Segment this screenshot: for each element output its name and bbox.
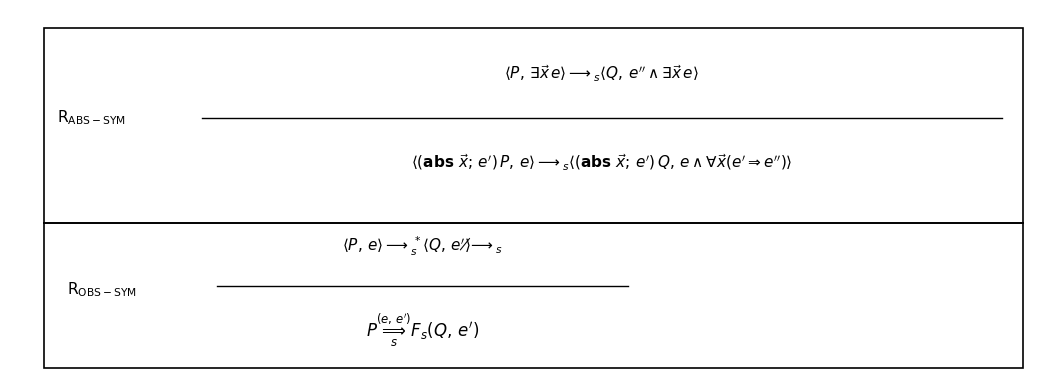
Text: $P \underset{\,s}{\overset{(e,\,e')}{\Longrightarrow}} F_s(Q,\, e')$: $P \underset{\,s}{\overset{(e,\,e')}{\Lo… [366, 311, 479, 349]
Text: R$_{\mathrm{ABS-SYM}}$: R$_{\mathrm{ABS-SYM}}$ [57, 109, 126, 127]
Text: R$_{\mathrm{OBS-SYM}}$: R$_{\mathrm{OBS-SYM}}$ [67, 281, 136, 299]
Text: $\langle P,\, \exists \vec{x}\, e\rangle \longrightarrow_s \langle Q,\, e'' \wed: $\langle P,\, \exists \vec{x}\, e\rangle… [505, 64, 699, 84]
Text: $\langle P,\, e\rangle \longrightarrow_s^{\,*} \langle Q,\, e'\rangle \not\!\lon: $\langle P,\, e\rangle \longrightarrow_s… [342, 234, 503, 258]
FancyBboxPatch shape [43, 28, 1023, 368]
Text: $\langle(\mathbf{abs}\ \vec{x};\, e')\, P,\, e\rangle \longrightarrow_s \langle(: $\langle(\mathbf{abs}\ \vec{x};\, e')\, … [411, 153, 792, 173]
